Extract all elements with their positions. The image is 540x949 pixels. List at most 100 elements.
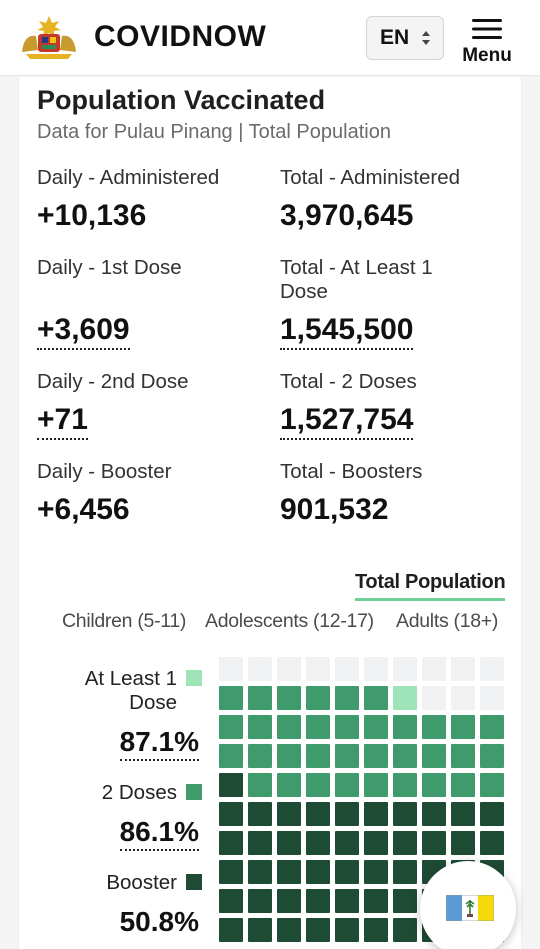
card-title: Population Vaccinated — [37, 85, 326, 115]
waffle-cell — [277, 918, 301, 942]
waffle-cell — [451, 686, 475, 710]
waffle-cell — [393, 802, 417, 826]
brand-title[interactable]: COVIDNOW — [94, 20, 267, 53]
waffle-cell — [335, 918, 359, 942]
total-administered-value: 3,970,645 — [280, 199, 414, 232]
waffle-cell — [335, 686, 359, 710]
legend-two-doses-label: 2 Doses — [101, 781, 177, 804]
waffle-cell — [422, 773, 446, 797]
waffle-cell — [364, 657, 388, 681]
waffle-cell — [306, 918, 330, 942]
waffle-cell — [335, 773, 359, 797]
waffle-cell — [422, 802, 446, 826]
waffle-cell — [422, 831, 446, 855]
waffle-cell — [277, 686, 301, 710]
waffle-cell — [248, 831, 272, 855]
waffle-cell — [248, 744, 272, 768]
daily-administered-value: +10,136 — [37, 199, 147, 232]
tab-adults[interactable]: Adults (18+) — [396, 610, 499, 632]
legend-booster-pct: 50.8% — [119, 906, 199, 937]
waffle-cell — [248, 889, 272, 913]
total-second-dose-value[interactable]: 1,527,754 — [280, 403, 414, 440]
waffle-cell — [306, 773, 330, 797]
waffle-cell — [422, 744, 446, 768]
total-first-dose-label-line1: Total - At Least 1 — [280, 256, 433, 279]
daily-second-dose-value[interactable]: +71 — [37, 403, 88, 440]
waffle-cell — [219, 686, 243, 710]
waffle-cell — [393, 889, 417, 913]
malaysia-coat-of-arms-icon — [22, 16, 76, 59]
waffle-cell — [393, 715, 417, 739]
tab-total-population[interactable]: Total Population — [355, 571, 506, 601]
waffle-cell — [219, 744, 243, 768]
waffle-cell — [335, 889, 359, 913]
waffle-cell — [306, 860, 330, 884]
waffle-cell — [451, 657, 475, 681]
language-select[interactable]: EN — [366, 16, 444, 60]
legend-two-doses-swatch — [186, 784, 202, 800]
waffle-cell — [277, 744, 301, 768]
daily-booster-label: Daily - Booster — [37, 460, 172, 483]
waffle-cell — [277, 773, 301, 797]
waffle-cell — [219, 657, 243, 681]
waffle-cell — [248, 773, 272, 797]
waffle-cell — [451, 744, 475, 768]
waffle-cell — [248, 802, 272, 826]
state-selector-button[interactable] — [420, 861, 516, 949]
legend-first-dose-swatch — [186, 670, 202, 686]
waffle-cell — [480, 744, 504, 768]
waffle-cell — [364, 860, 388, 884]
vaccination-waffle-chart — [219, 657, 509, 949]
legend-first-dose-line1: At Least 1 — [84, 667, 177, 690]
total-administered-label: Total - Administered — [280, 166, 461, 189]
waffle-cell — [364, 918, 388, 942]
waffle-cell — [364, 715, 388, 739]
waffle-cell — [306, 889, 330, 913]
waffle-cell — [335, 715, 359, 739]
daily-administered-label: Daily - Administered — [37, 166, 220, 189]
waffle-cell — [219, 918, 243, 942]
waffle-cell — [335, 744, 359, 768]
waffle-cell — [306, 831, 330, 855]
waffle-cell — [364, 802, 388, 826]
waffle-cell — [335, 802, 359, 826]
waffle-cell — [364, 831, 388, 855]
daily-first-dose-value[interactable]: +3,609 — [37, 313, 130, 350]
waffle-cell — [393, 657, 417, 681]
waffle-cell — [219, 715, 243, 739]
waffle-cell — [219, 831, 243, 855]
daily-first-dose-label: Daily - 1st Dose — [37, 256, 182, 279]
waffle-cell — [277, 657, 301, 681]
waffle-cell — [364, 744, 388, 768]
hamburger-menu-icon — [472, 19, 502, 39]
waffle-cell — [393, 831, 417, 855]
waffle-cell — [335, 860, 359, 884]
waffle-cell — [248, 686, 272, 710]
waffle-cell — [248, 918, 272, 942]
waffle-cell — [451, 831, 475, 855]
waffle-cell — [277, 889, 301, 913]
waffle-cell — [306, 744, 330, 768]
waffle-cell — [480, 657, 504, 681]
total-first-dose-value[interactable]: 1,545,500 — [280, 313, 414, 350]
waffle-cell — [306, 657, 330, 681]
legend-two-doses-pct[interactable]: 86.1% — [119, 816, 199, 851]
waffle-cell — [248, 715, 272, 739]
waffle-cell — [248, 657, 272, 681]
daily-booster-value: +6,456 — [37, 493, 130, 526]
card-subtitle: Data for Pulau Pinang | Total Population — [37, 121, 391, 143]
tab-adolescents[interactable]: Adolescents (12-17) — [205, 610, 374, 632]
waffle-cell — [335, 831, 359, 855]
total-second-dose-label: Total - 2 Doses — [280, 370, 417, 393]
waffle-cell — [480, 773, 504, 797]
penang-flag-icon — [446, 895, 494, 921]
waffle-cell — [422, 657, 446, 681]
tab-children[interactable]: Children (5-11) — [62, 610, 187, 632]
language-value: EN — [380, 26, 410, 49]
menu-button[interactable]: Menu — [458, 18, 516, 68]
legend-first-dose-pct[interactable]: 87.1% — [119, 726, 199, 761]
waffle-cell — [451, 773, 475, 797]
waffle-cell — [393, 744, 417, 768]
waffle-cell — [480, 802, 504, 826]
waffle-cell — [480, 831, 504, 855]
